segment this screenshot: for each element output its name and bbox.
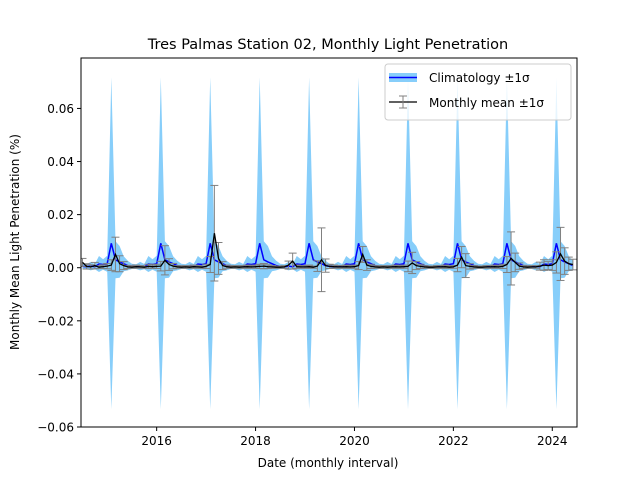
legend-climatology-label: Climatology ±1σ <box>429 71 530 85</box>
chart-title: Tres Palmas Station 02, Monthly Light Pe… <box>147 37 509 53</box>
x-tick-label: 2024 <box>537 434 568 448</box>
x-axis-label: Date (monthly interval) <box>258 456 399 470</box>
axes-frame <box>80 57 578 428</box>
x-tick-label: 2018 <box>240 434 271 448</box>
monthly-mean-line <box>82 233 574 268</box>
legend-mean-label: Monthly mean ±1σ <box>429 96 544 110</box>
y-tick-label: 0.02 <box>47 208 74 222</box>
plot-area <box>81 77 577 410</box>
x-tick-label: 2020 <box>339 434 370 448</box>
y-axis: −0.06 −0.04 −0.02 0.00 0.02 0.04 0.06 <box>37 102 81 435</box>
y-tick-label: −0.02 <box>37 314 74 328</box>
x-tick-label: 2016 <box>141 434 172 448</box>
legend-box <box>384 63 572 121</box>
y-axis-label: Monthly Mean Light Penetration (%) <box>8 134 22 350</box>
y-tick-label: −0.06 <box>37 421 74 435</box>
monthly-mean-line-group <box>82 233 574 268</box>
y-tick-label: −0.04 <box>37 367 74 381</box>
x-axis: 2016 2018 2020 2022 2024 <box>141 427 568 448</box>
y-tick-label: 0.04 <box>47 155 74 169</box>
y-tick-label: 0.00 <box>47 261 74 275</box>
legend: Climatology ±1σ Monthly mean ±1σ <box>384 63 572 121</box>
x-tick-label: 2022 <box>438 434 469 448</box>
y-tick-label: 0.06 <box>47 102 74 116</box>
